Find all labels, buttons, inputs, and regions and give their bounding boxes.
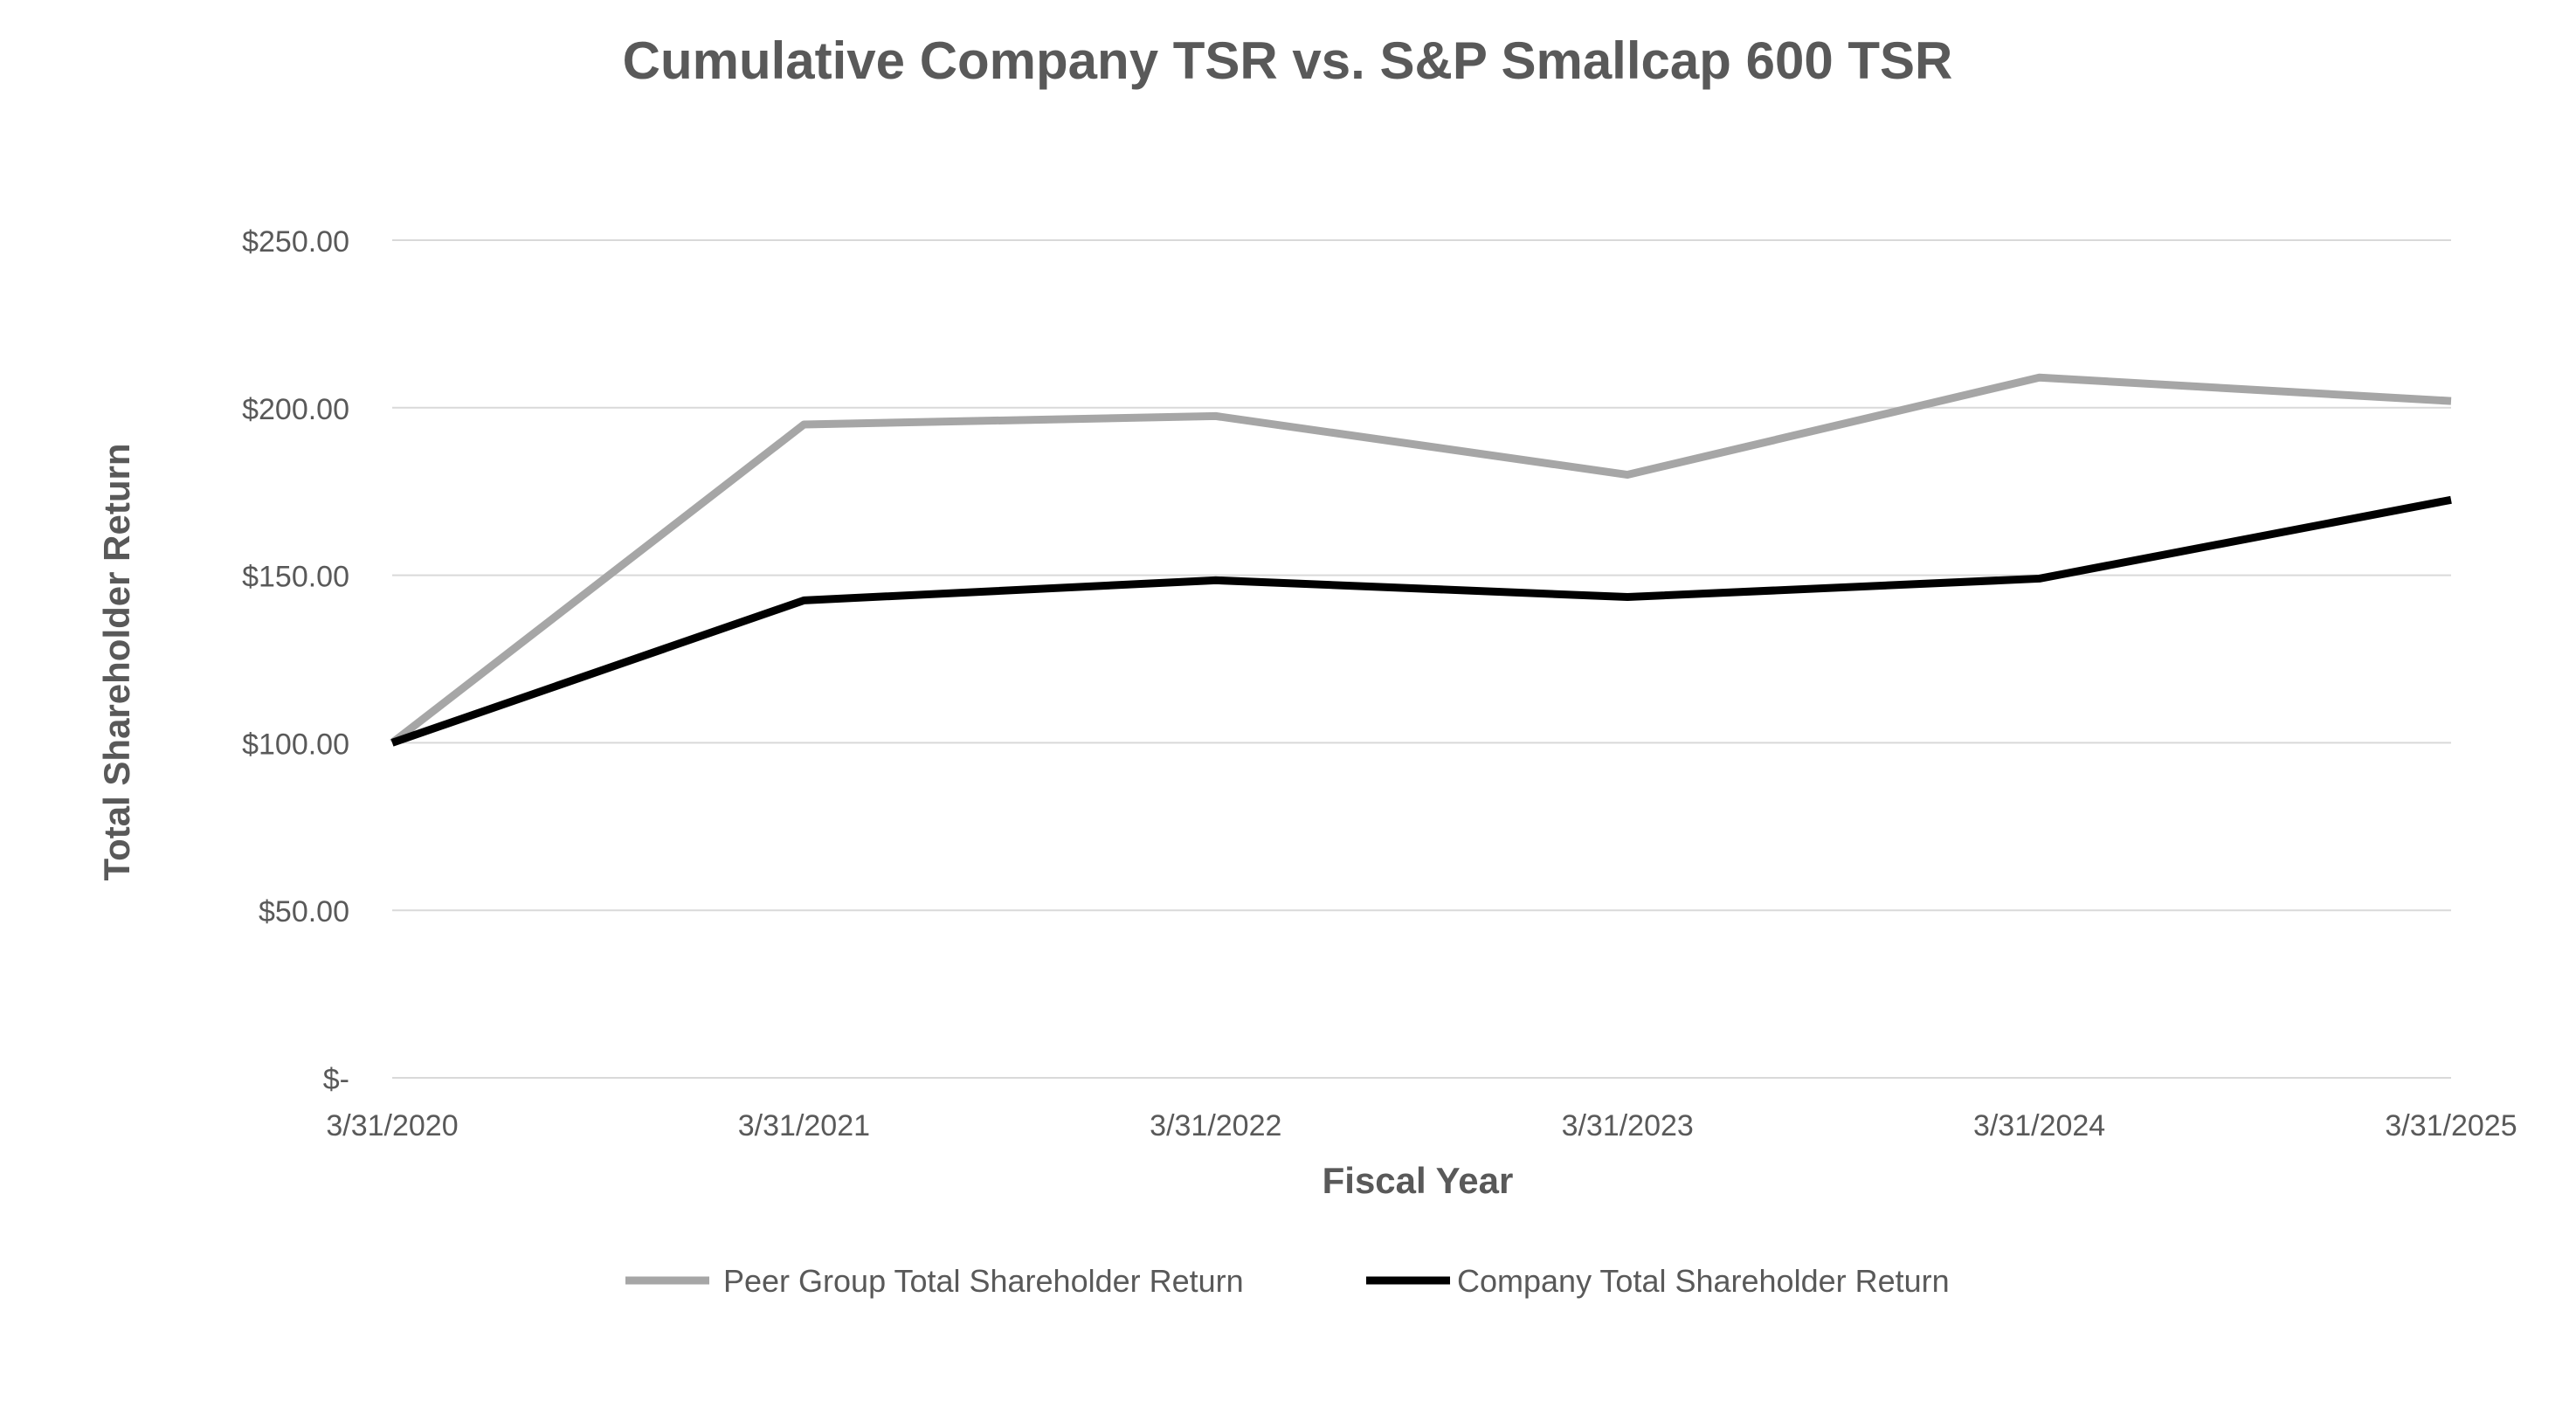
series-line-peer-group (390, 373, 2452, 746)
y-axis-ticks: $- $50.00 $100.00 $150.00 $200.00 $250.00 (242, 225, 349, 1096)
y-axis-title: Total Shareholder Return (96, 444, 137, 881)
y-tick-label: $150.00 (242, 561, 349, 594)
legend-label: Company Total Shareholder Return (1457, 1263, 1950, 1299)
series-line-company (390, 495, 2452, 747)
chart-title: Cumulative Company TSR vs. S&P Smallcap … (623, 31, 1953, 90)
x-tick-label: 3/31/2025 (2385, 1109, 2517, 1142)
y-tick-label: $100.00 (242, 728, 349, 761)
legend-label: Peer Group Total Shareholder Return (723, 1263, 1244, 1299)
y-tick-label: $- (323, 1063, 349, 1096)
y-tick-label: $250.00 (242, 225, 349, 259)
y-tick-label: $50.00 (259, 895, 349, 928)
x-axis-ticks: 3/31/2020 3/31/2021 3/31/2022 3/31/2023 3/31… (326, 1109, 2517, 1142)
x-axis-title: Fiscal Year (1323, 1160, 1514, 1201)
x-tick-label: 3/31/2022 (1150, 1109, 1281, 1142)
y-tick-label: $200.00 (242, 393, 349, 426)
series-lines (390, 373, 2452, 747)
x-tick-label: 3/31/2024 (1973, 1109, 2105, 1142)
legend: Peer Group Total Shareholder Return Compa… (625, 1263, 1950, 1299)
x-tick-label: 3/31/2020 (326, 1109, 458, 1142)
gridlines (392, 239, 2451, 1079)
x-tick-label: 3/31/2023 (1562, 1109, 1694, 1142)
x-tick-label: 3/31/2021 (738, 1109, 870, 1142)
